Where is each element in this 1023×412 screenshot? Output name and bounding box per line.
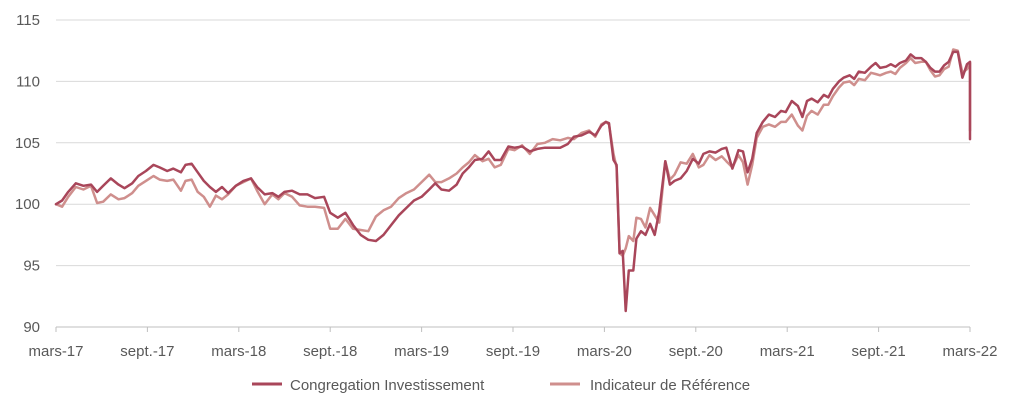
legend-label-congregation-investissement: Congregation Investissement [290, 377, 485, 394]
y-tick-label: 110 [16, 73, 40, 90]
y-tick-label: 115 [16, 12, 40, 29]
x-tick-label: sept.-20 [669, 343, 723, 360]
series-line-1 [54, 48, 972, 258]
y-tick-label: 95 [23, 258, 40, 275]
y-axis: 90 95 100 105 110 115 [15, 12, 40, 336]
x-tick-label: mars-22 [942, 343, 997, 360]
x-tick-label: sept.-21 [851, 343, 905, 360]
x-tick-label: mars-19 [394, 343, 449, 360]
x-tick-label: sept.-19 [486, 343, 540, 360]
x-axis: mars-17 sept.-17 mars-18 sept.-18 mars-19 sep… [28, 326, 998, 360]
x-tick-label: sept.-18 [303, 343, 357, 360]
x-tick-label: sept.-17 [120, 343, 174, 360]
series-line-0 [54, 50, 972, 313]
x-tick-label: mars-20 [577, 343, 632, 360]
x-tick-label: mars-17 [28, 343, 83, 360]
legend-label-indicateur-de-reference: Indicateur de Référence [590, 377, 750, 394]
grid-lines [56, 19, 970, 267]
y-tick-label: 105 [15, 135, 40, 152]
x-tick-label: mars-18 [211, 343, 266, 360]
y-tick-label: 100 [15, 196, 40, 213]
plot-area [54, 48, 972, 313]
x-tick-label: mars-21 [760, 343, 815, 360]
y-tick-label: 90 [23, 319, 40, 336]
legend: Congregation Investissement Indicateur d… [252, 377, 750, 394]
